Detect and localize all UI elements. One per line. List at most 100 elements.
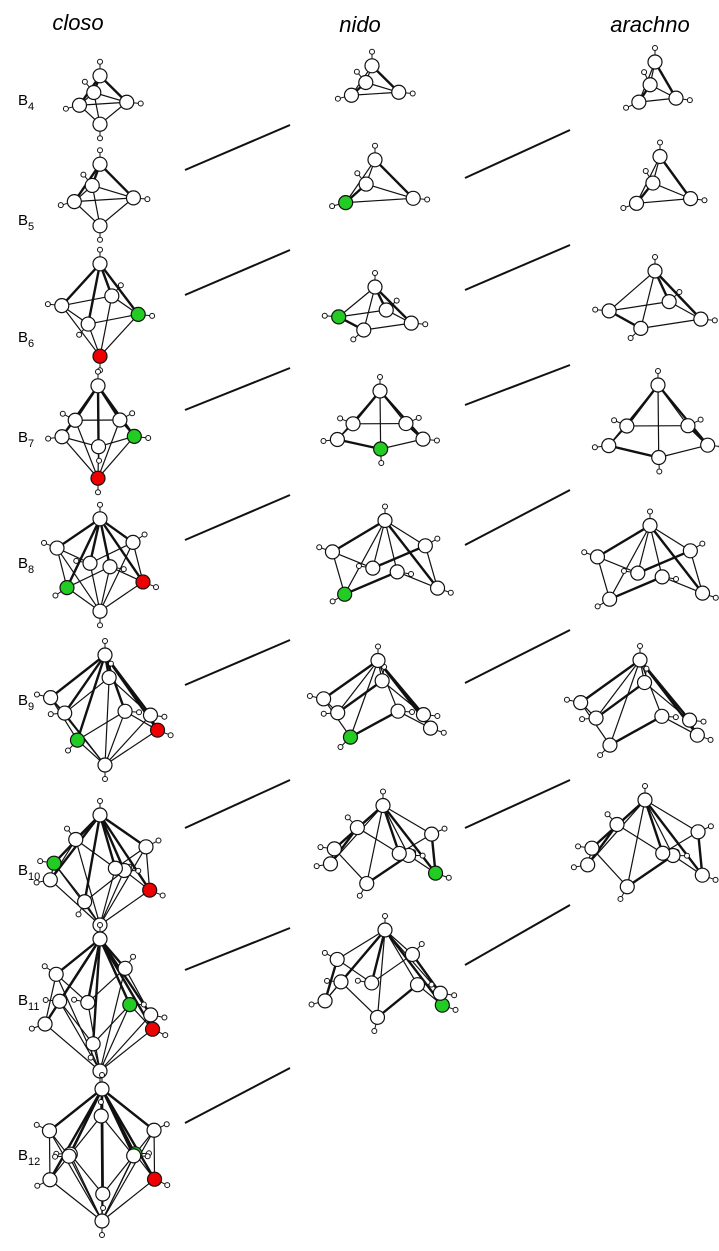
h-atom [338,416,343,421]
h-atom [595,604,600,609]
bond [346,198,414,202]
cluster [45,247,154,372]
b-atom [102,671,116,685]
h-atom [674,576,679,581]
b-atom [87,85,101,99]
b-atom [365,59,379,73]
b-atom [81,317,95,331]
h-atom [653,46,658,51]
b-atom [662,295,676,309]
h-atom [435,536,440,541]
h-atom [642,70,647,75]
h-atom [96,490,101,495]
h-atom [76,912,81,917]
b-atom [60,581,74,595]
cluster [321,375,439,466]
h-atom [658,140,663,145]
h-atom [82,79,87,84]
label-subscript: 11 [28,1001,39,1013]
b-atom [126,535,140,549]
cluster [571,784,718,902]
b-atom [371,654,385,668]
bond [74,198,133,202]
h-atom [435,714,440,719]
bond [100,968,125,1071]
b-atom [390,565,404,579]
h-atom [648,509,653,514]
h-atom [35,1183,40,1188]
b-atom [653,150,667,164]
h-atom [628,335,633,340]
cluster [29,923,167,1088]
h-atom [318,845,323,850]
bond [324,661,378,699]
h-atom [381,789,386,794]
b-atom [93,219,107,233]
b-atom [392,846,406,860]
b-atom [655,570,669,584]
h-atom [145,197,150,202]
h-atom [624,105,629,110]
b-atom [58,706,72,720]
cluster [593,255,718,341]
h-atom [612,418,617,423]
b-atom [574,696,588,710]
h-atom [42,964,47,969]
b-atom [696,586,710,600]
cluster [582,509,719,609]
b-atom [424,721,438,735]
b-atom [365,976,379,990]
b-atom [94,1109,108,1123]
b-atom [399,417,413,431]
b-atom [610,818,624,832]
h-atom [582,550,587,555]
b-atom [93,69,107,83]
b-atom [96,1187,110,1201]
b-atom [339,196,353,210]
b-atom [143,708,157,722]
h-atom [142,532,147,537]
h-atom [65,826,70,831]
h-atom [100,1233,105,1238]
h-atom [673,715,678,720]
h-atom [314,864,319,869]
bond [610,660,640,745]
h-atom [446,875,451,880]
b-atom [638,793,652,807]
h-atom [98,136,103,141]
b-atom [55,430,69,444]
h-atom [97,458,102,463]
h-atom [38,859,43,864]
h-atom [677,290,682,295]
b-atom [344,88,358,102]
b-atom [404,316,418,330]
h-atom [621,206,626,211]
cluster [58,148,150,243]
h-atom [621,569,626,574]
h-atom [145,1154,150,1159]
b-atom [55,299,69,313]
h-atom [141,1002,146,1007]
b-atom [318,994,332,1008]
h-atom [53,593,58,598]
b-atom [43,1173,57,1187]
cluster [34,799,165,942]
h-atom [66,748,71,753]
b-atom [98,648,112,662]
cluster [34,1073,170,1238]
bond [77,655,105,740]
label-base: B [18,555,28,572]
b-atom [379,303,393,317]
h-atom [60,411,65,416]
h-atom [138,101,143,106]
h-atom [101,1205,106,1210]
b-atom [633,653,647,667]
h-atom [643,169,648,174]
h-atom [708,824,713,829]
label-base: B [18,212,28,229]
b-atom [126,191,140,205]
h-atom [370,49,375,54]
bond [588,800,645,865]
bond [637,199,691,204]
bond [627,385,658,426]
